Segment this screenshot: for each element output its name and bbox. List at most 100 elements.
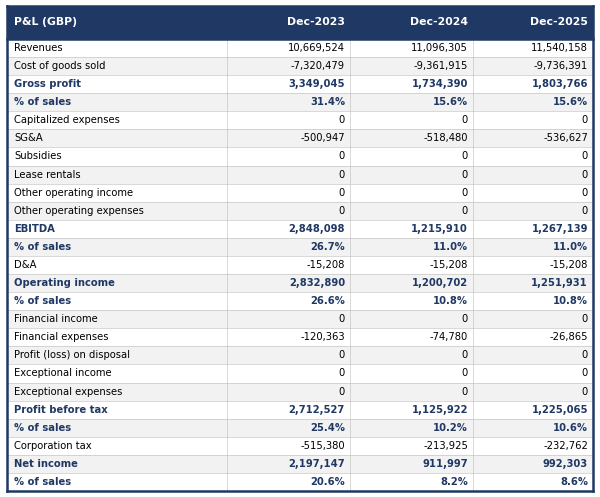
Text: 10,669,524: 10,669,524 — [288, 43, 345, 53]
Bar — [227, 329, 350, 346]
Bar — [350, 364, 473, 383]
Text: Financial expenses: Financial expenses — [14, 332, 109, 342]
Text: 2,832,890: 2,832,890 — [289, 278, 345, 288]
Bar — [227, 418, 350, 437]
Bar — [350, 256, 473, 274]
Text: 11.0%: 11.0% — [553, 242, 588, 252]
Bar — [350, 473, 473, 491]
Bar — [227, 346, 350, 364]
Bar — [473, 274, 593, 292]
Text: 10.8%: 10.8% — [433, 296, 468, 306]
Text: 10.8%: 10.8% — [553, 296, 588, 306]
Bar — [7, 183, 227, 202]
Bar — [350, 93, 473, 111]
Text: 0: 0 — [462, 314, 468, 324]
Bar — [7, 383, 227, 401]
Text: 0: 0 — [462, 169, 468, 179]
Text: 0: 0 — [339, 387, 345, 397]
Text: 2,848,098: 2,848,098 — [289, 224, 345, 234]
Bar — [227, 256, 350, 274]
Bar — [473, 39, 593, 57]
Text: 0: 0 — [339, 115, 345, 125]
Bar — [7, 238, 227, 256]
Text: 1,251,931: 1,251,931 — [531, 278, 588, 288]
Text: % of sales: % of sales — [14, 477, 71, 487]
Text: 11.0%: 11.0% — [433, 242, 468, 252]
Text: 10.6%: 10.6% — [553, 423, 588, 433]
Bar — [350, 418, 473, 437]
Bar — [7, 346, 227, 364]
Text: 0: 0 — [582, 188, 588, 198]
Bar — [7, 364, 227, 383]
Bar — [473, 93, 593, 111]
Bar — [227, 364, 350, 383]
Text: 31.4%: 31.4% — [310, 97, 345, 107]
Bar — [473, 437, 593, 455]
Bar — [350, 202, 473, 220]
Text: 11,540,158: 11,540,158 — [531, 43, 588, 53]
Bar — [473, 6, 593, 39]
Bar — [227, 473, 350, 491]
Text: 0: 0 — [462, 206, 468, 216]
Bar — [350, 346, 473, 364]
Bar — [7, 148, 227, 166]
Text: Other operating income: Other operating income — [14, 188, 134, 198]
Bar — [350, 238, 473, 256]
Bar — [227, 93, 350, 111]
Bar — [473, 346, 593, 364]
Text: Lease rentals: Lease rentals — [14, 169, 81, 179]
Text: 0: 0 — [582, 169, 588, 179]
Bar — [7, 111, 227, 129]
Bar — [227, 129, 350, 148]
Bar — [227, 183, 350, 202]
Text: P&L (GBP): P&L (GBP) — [14, 17, 77, 27]
Bar — [227, 166, 350, 183]
Bar — [473, 57, 593, 75]
Bar — [7, 75, 227, 93]
Text: 911,997: 911,997 — [422, 459, 468, 469]
Text: Exceptional expenses: Exceptional expenses — [14, 387, 123, 397]
Text: Profit (loss) on disposal: Profit (loss) on disposal — [14, 350, 130, 360]
Bar — [350, 57, 473, 75]
Text: -500,947: -500,947 — [301, 133, 345, 144]
Bar — [227, 437, 350, 455]
Bar — [350, 310, 473, 329]
Text: Dec-2024: Dec-2024 — [410, 17, 468, 27]
Text: 20.6%: 20.6% — [310, 477, 345, 487]
Text: 8.2%: 8.2% — [440, 477, 468, 487]
Bar — [7, 6, 227, 39]
Text: -15,208: -15,208 — [307, 260, 345, 270]
Text: 8.6%: 8.6% — [560, 477, 588, 487]
Text: Revenues: Revenues — [14, 43, 63, 53]
Text: 0: 0 — [462, 152, 468, 162]
Bar — [7, 329, 227, 346]
Text: SG&A: SG&A — [14, 133, 43, 144]
Bar — [473, 329, 593, 346]
Bar — [227, 274, 350, 292]
Bar — [350, 39, 473, 57]
Bar — [350, 129, 473, 148]
Text: 0: 0 — [339, 169, 345, 179]
Text: 10.2%: 10.2% — [433, 423, 468, 433]
Text: 0: 0 — [582, 350, 588, 360]
Text: 15.6%: 15.6% — [433, 97, 468, 107]
Text: Net income: Net income — [14, 459, 78, 469]
Bar — [7, 437, 227, 455]
Bar — [350, 6, 473, 39]
Bar — [473, 418, 593, 437]
Text: 0: 0 — [462, 115, 468, 125]
Text: Dec-2025: Dec-2025 — [530, 17, 588, 27]
Bar — [7, 57, 227, 75]
Text: -9,736,391: -9,736,391 — [534, 61, 588, 71]
Text: 0: 0 — [462, 188, 468, 198]
Bar — [350, 437, 473, 455]
Text: 2,712,527: 2,712,527 — [289, 405, 345, 414]
Text: -518,480: -518,480 — [424, 133, 468, 144]
Bar — [227, 202, 350, 220]
Bar — [473, 364, 593, 383]
Text: Exceptional income: Exceptional income — [14, 368, 112, 379]
Bar — [473, 473, 593, 491]
Bar — [350, 220, 473, 238]
Bar — [7, 202, 227, 220]
Text: 0: 0 — [582, 387, 588, 397]
